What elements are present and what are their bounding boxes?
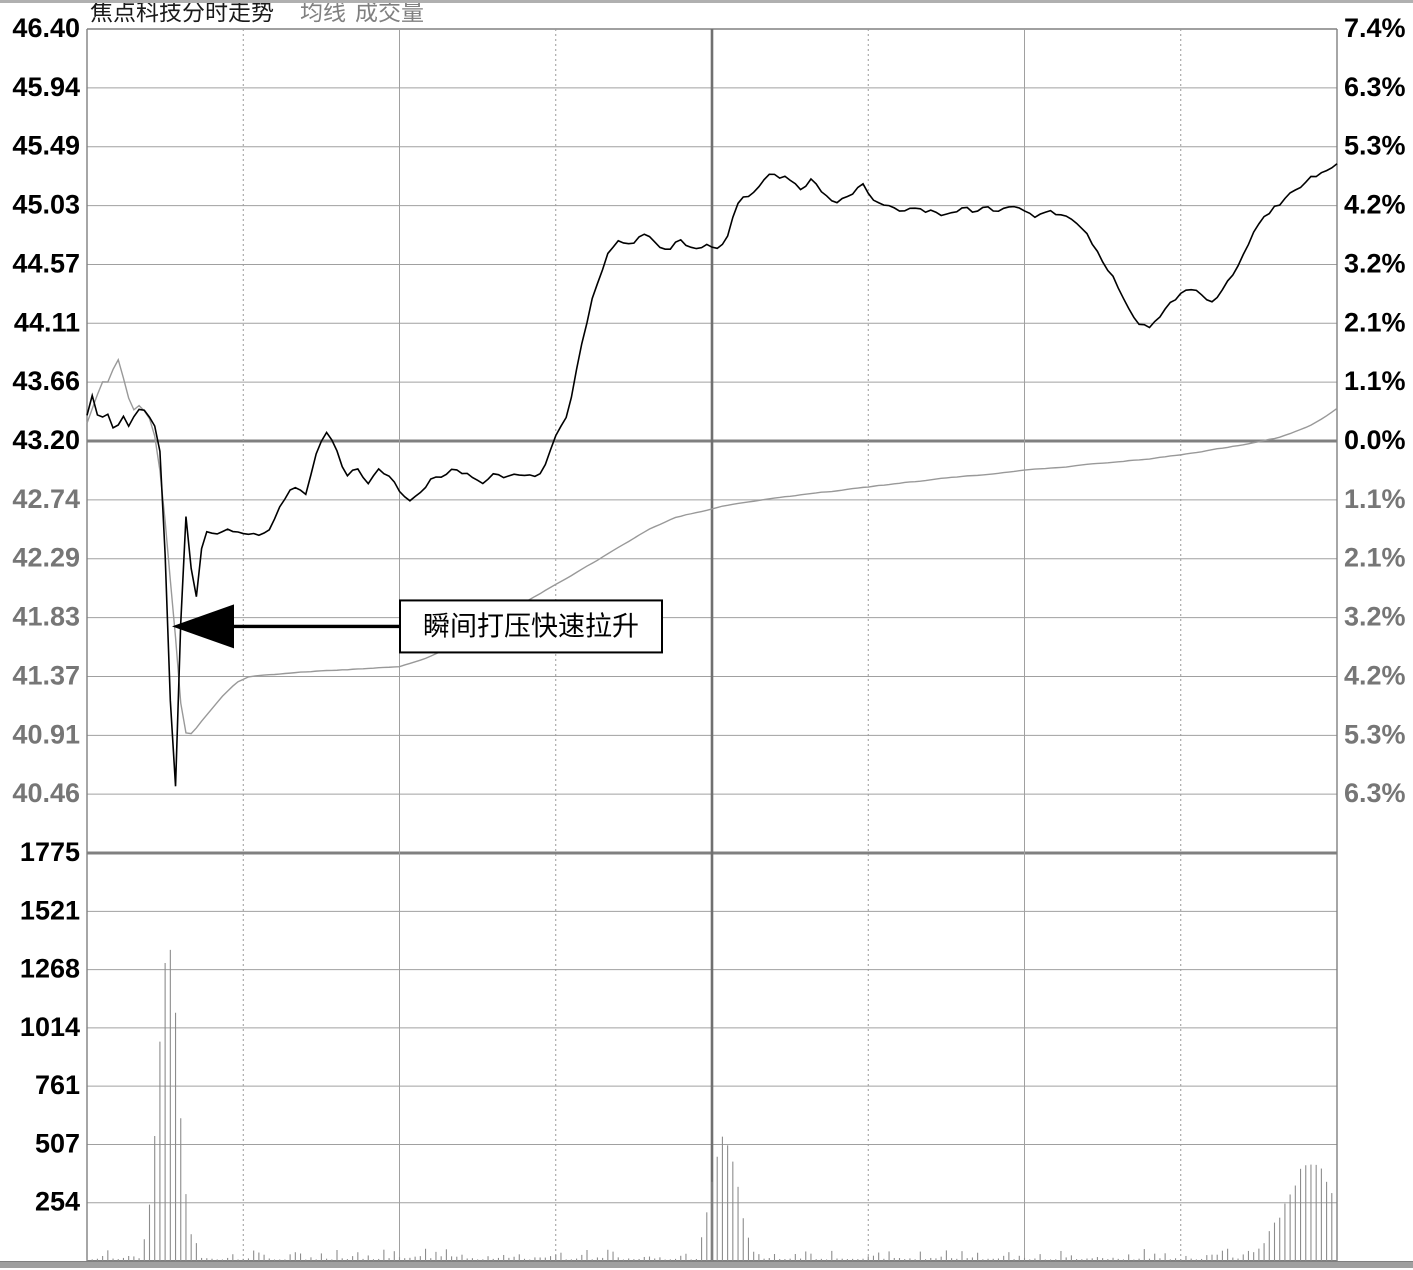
svg-text:46.40: 46.40 xyxy=(12,13,80,43)
svg-text:45.49: 45.49 xyxy=(12,131,80,161)
svg-text:2.1%: 2.1% xyxy=(1344,543,1406,573)
svg-text:1014: 1014 xyxy=(20,1012,80,1042)
svg-text:44.11: 44.11 xyxy=(14,307,80,337)
svg-text:761: 761 xyxy=(35,1070,80,1100)
svg-text:5.3%: 5.3% xyxy=(1344,131,1406,161)
svg-text:44.57: 44.57 xyxy=(12,248,80,278)
svg-text:6.3%: 6.3% xyxy=(1344,72,1406,102)
svg-text:均线: 均线 xyxy=(300,0,346,25)
svg-text:4.2%: 4.2% xyxy=(1344,660,1406,690)
svg-text:1775: 1775 xyxy=(20,837,80,867)
svg-text:4.2%: 4.2% xyxy=(1344,190,1406,220)
svg-text:45.03: 45.03 xyxy=(12,190,80,220)
svg-text:3.2%: 3.2% xyxy=(1344,602,1406,632)
svg-text:5.3%: 5.3% xyxy=(1344,719,1406,749)
svg-text:7.4%: 7.4% xyxy=(1344,13,1406,43)
svg-text:507: 507 xyxy=(35,1128,80,1158)
svg-text:1521: 1521 xyxy=(20,895,80,925)
svg-text:1.1%: 1.1% xyxy=(1344,366,1406,396)
svg-text:瞬间打压快速拉升: 瞬间打压快速拉升 xyxy=(423,611,639,641)
svg-text:40.91: 40.91 xyxy=(12,719,80,749)
svg-text:2.1%: 2.1% xyxy=(1344,307,1406,337)
svg-text:45.94: 45.94 xyxy=(12,72,80,102)
svg-text:42.74: 42.74 xyxy=(12,484,80,514)
svg-text:成交量: 成交量 xyxy=(355,0,424,25)
svg-text:1.1%: 1.1% xyxy=(1344,484,1406,514)
svg-text:41.83: 41.83 xyxy=(12,602,80,632)
svg-text:1268: 1268 xyxy=(20,954,80,984)
svg-text:焦点科技分时走势: 焦点科技分时走势 xyxy=(90,0,274,25)
svg-text:42.29: 42.29 xyxy=(12,543,80,573)
svg-text:6.3%: 6.3% xyxy=(1344,778,1406,808)
svg-text:43.66: 43.66 xyxy=(12,366,80,396)
svg-text:3.2%: 3.2% xyxy=(1344,248,1406,278)
svg-text:40.46: 40.46 xyxy=(12,778,80,808)
svg-text:43.20: 43.20 xyxy=(12,425,80,455)
svg-text:0.0%: 0.0% xyxy=(1344,425,1406,455)
svg-text:41.37: 41.37 xyxy=(12,660,80,690)
svg-text:254: 254 xyxy=(35,1187,80,1217)
